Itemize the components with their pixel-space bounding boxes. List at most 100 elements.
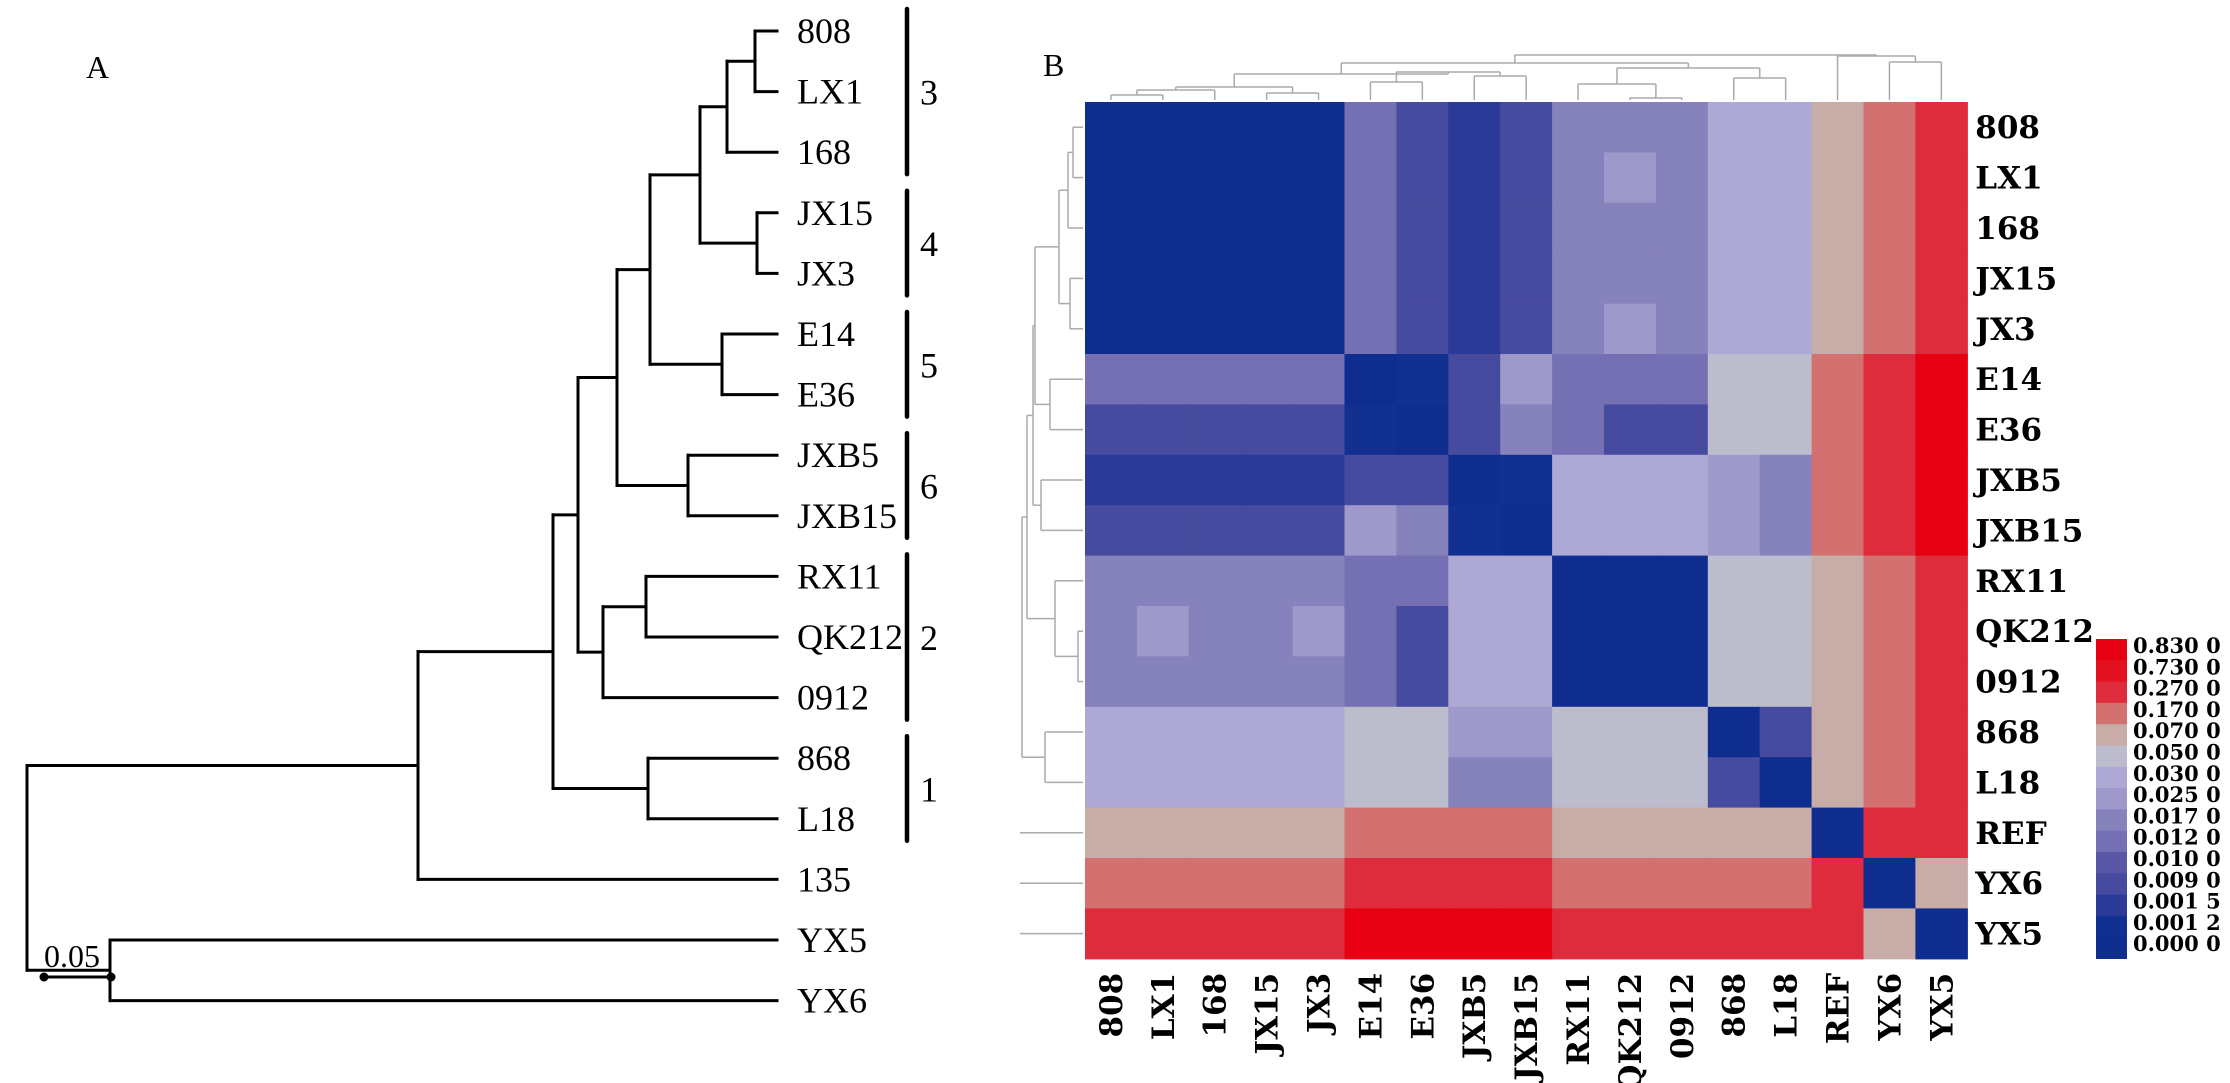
heatmap-cell (1344, 202, 1397, 254)
column-label: JX3 (1302, 973, 1338, 1036)
phylogenetic-tree-panel: A 808 LX1 168 JX15 JX3 E14 E36 JXB5 JXB15 RX11 QK2… (25, 6, 938, 1021)
heatmap-cell (1188, 807, 1242, 859)
heatmap-cell (1915, 303, 1968, 355)
heatmap-cell (1085, 606, 1138, 657)
heatmap-cells (1085, 102, 1968, 960)
heatmap-cell (1811, 202, 1865, 254)
heatmap-cell (1344, 858, 1397, 909)
heatmap-cell (1240, 606, 1294, 657)
heatmap-cell (1655, 303, 1709, 355)
heatmap-cell (1344, 908, 1397, 960)
heatmap-cell (1448, 152, 1501, 204)
panel-a-label: A (86, 49, 109, 85)
heatmap-cell (1915, 152, 1968, 204)
heatmap-cell (1863, 908, 1916, 960)
heatmap-cell (1085, 555, 1138, 607)
heatmap-cell (1655, 253, 1709, 305)
heatmap-cell (1552, 858, 1605, 909)
heatmap-cell (1240, 404, 1294, 456)
heatmap-row-labels: 808 LX1 168 JX15 JX3 E14 E36 JXB5 JXB15 RX11 QK212… (1972, 110, 2094, 952)
heatmap-cell (1655, 152, 1709, 204)
heatmap-cell (1396, 102, 1449, 153)
heatmap-cell (1863, 757, 1916, 809)
legend-label: 0.830 0 (2133, 633, 2221, 658)
heatmap-cell (1863, 303, 1916, 355)
heatmap-cell (1655, 908, 1709, 960)
row-label: 168 (1975, 211, 2040, 247)
legend-swatch (2096, 915, 2127, 938)
cluster-number: 1 (920, 770, 938, 810)
row-label: LX1 (1975, 161, 2042, 197)
heatmap-cell (1188, 102, 1242, 153)
heatmap-cell (1085, 303, 1138, 355)
heatmap-cell (1500, 454, 1553, 506)
heatmap-cell (1500, 656, 1553, 708)
heatmap-cell (1655, 706, 1709, 758)
heatmap-cell (1136, 202, 1190, 254)
column-label: 168 (1198, 973, 1234, 1038)
heatmap-cell (1448, 354, 1501, 405)
heatmap-cell (1188, 354, 1242, 405)
heatmap-cell (1759, 555, 1813, 607)
heatmap-cell (1604, 303, 1657, 355)
heatmap-cell (1759, 102, 1813, 153)
heatmap-cell (1759, 807, 1813, 859)
heatmap-cell (1085, 102, 1138, 153)
heatmap-cell (1085, 858, 1138, 909)
heatmap-cell (1863, 807, 1916, 859)
heatmap-cell (1915, 404, 1968, 456)
tip-label: YX5 (797, 920, 867, 960)
tip-label: JXB15 (797, 496, 897, 536)
heatmap-cell (1500, 102, 1553, 153)
heatmap-cell (1655, 454, 1709, 506)
heatmap-cell (1707, 102, 1761, 153)
tip-label: RX11 (797, 556, 882, 596)
heatmap-cell (1344, 656, 1397, 708)
heatmap-cell (1811, 454, 1865, 506)
heatmap-cell (1655, 656, 1709, 708)
heatmap-cell (1396, 454, 1449, 506)
heatmap-cell (1759, 757, 1813, 809)
heatmap-cell (1136, 454, 1190, 506)
tip-label: JX3 (797, 253, 855, 293)
tip-label: QK212 (797, 617, 903, 657)
tree-tip-labels: 808 LX1 168 JX15 JX3 E14 E36 JXB5 JXB15 RX11 QK212… (797, 11, 903, 1021)
heatmap-cell (1707, 606, 1761, 657)
row-label: L18 (1975, 765, 2040, 801)
scale-bar: 0.05 (39, 938, 116, 982)
heatmap-cell (1707, 858, 1761, 909)
heatmap-cell (1759, 858, 1813, 909)
heatmap-cell (1707, 656, 1761, 708)
heatmap-cell (1396, 908, 1449, 960)
heatmap-cell (1396, 555, 1449, 607)
tip-label: L18 (797, 799, 855, 839)
heatmap-cell (1915, 858, 1968, 909)
cluster-number: 2 (920, 618, 938, 658)
heatmap-cell (1915, 606, 1968, 657)
heatmap-cell (1240, 757, 1294, 809)
row-label: JX3 (1972, 312, 2035, 348)
legend-label: 0.010 0 (2133, 846, 2221, 871)
heatmap-cell (1707, 152, 1761, 204)
heatmap-cell (1396, 606, 1449, 657)
heatmap-cell (1188, 606, 1242, 657)
heatmap-cell (1552, 102, 1605, 153)
tip-label: LX1 (797, 72, 863, 112)
legend-swatch (2096, 809, 2127, 832)
heatmap-cell (1085, 505, 1138, 557)
heatmap-cell (1085, 807, 1138, 859)
legend-label: 0.270 0 (2133, 676, 2221, 701)
heatmap-cell (1759, 303, 1813, 355)
heatmap-cell (1085, 354, 1138, 405)
heatmap-cell (1552, 354, 1605, 405)
heatmap-cell (1759, 706, 1813, 758)
legend-label: 0.025 0 (2133, 782, 2221, 807)
heatmap-cell (1344, 706, 1397, 758)
heatmap-cell (1292, 102, 1346, 153)
heatmap-cell (1707, 253, 1761, 305)
heatmap-cell (1915, 908, 1968, 960)
cluster-number: 6 (920, 467, 938, 507)
legend-swatch (2096, 724, 2127, 746)
legend-label: 0.050 0 (2133, 740, 2221, 765)
row-label: JXB15 (1972, 513, 2083, 549)
